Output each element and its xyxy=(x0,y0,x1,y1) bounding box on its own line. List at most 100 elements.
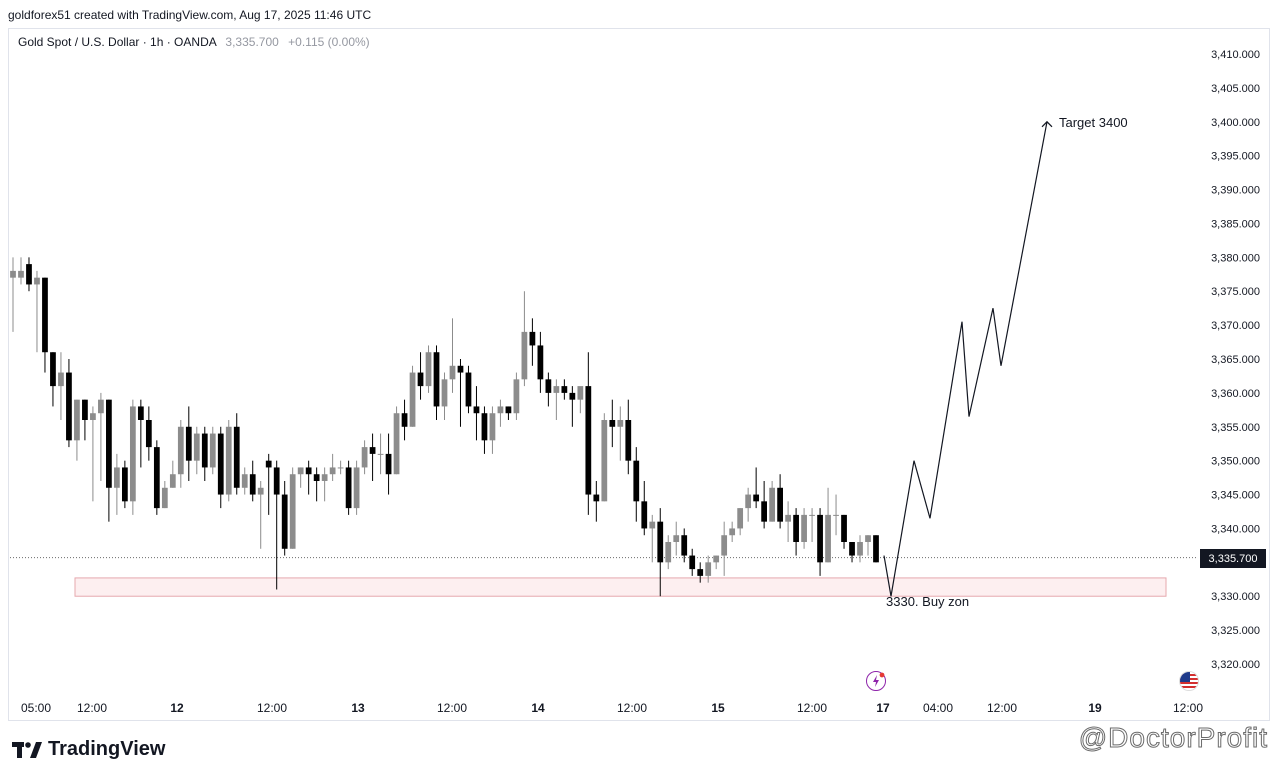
candle xyxy=(185,406,192,481)
x-tick-label: 12:00 xyxy=(797,701,827,715)
y-tick-label: 3,340.000 xyxy=(1211,523,1260,535)
candle-body xyxy=(401,413,408,427)
candle-body xyxy=(106,399,112,488)
candle-body xyxy=(393,413,400,475)
candle-body xyxy=(10,270,16,278)
y-tick-label: 3,350.000 xyxy=(1211,456,1260,468)
x-tick-label: 12:00 xyxy=(77,701,107,715)
candle xyxy=(481,406,488,454)
x-tick-label: 17 xyxy=(876,701,890,715)
candle xyxy=(233,413,240,495)
candle xyxy=(617,406,624,461)
candle xyxy=(417,352,424,400)
candle-body xyxy=(289,474,296,549)
candle xyxy=(90,406,96,502)
candle-body xyxy=(625,420,632,461)
tradingview-logo[interactable]: TradingView xyxy=(12,738,165,761)
candle-body xyxy=(369,447,376,454)
candle-body xyxy=(481,413,488,441)
buy-zone-rect xyxy=(74,577,1167,597)
candle xyxy=(801,508,807,549)
x-tick-label: 04:00 xyxy=(923,701,953,715)
candle xyxy=(545,372,552,407)
candle xyxy=(153,440,160,515)
candle xyxy=(425,345,432,393)
candle xyxy=(441,372,448,420)
candle-body xyxy=(553,386,560,393)
candle xyxy=(401,399,408,441)
candle-body xyxy=(137,406,144,420)
candle-body xyxy=(273,467,280,495)
candle-body xyxy=(433,352,440,407)
candle xyxy=(74,399,80,461)
candle xyxy=(865,535,871,556)
candle xyxy=(281,481,288,556)
target-arrowhead xyxy=(1041,120,1053,128)
candle-body xyxy=(377,453,384,455)
candle-body xyxy=(865,535,871,542)
candle xyxy=(377,433,384,475)
candle-body xyxy=(233,426,240,488)
candle xyxy=(249,460,256,502)
symbol-legend[interactable]: Gold Spot / U.S. Dollar · 1h · OANDA 3,3… xyxy=(18,35,370,49)
candle xyxy=(489,406,496,454)
candle-body xyxy=(281,494,288,549)
candle xyxy=(849,542,855,563)
candle xyxy=(114,453,120,515)
candle xyxy=(537,331,544,393)
candle-body xyxy=(353,467,360,509)
y-tick-label: 3,325.000 xyxy=(1211,625,1260,637)
candle-body xyxy=(769,487,775,522)
candle xyxy=(729,521,736,542)
candle-body xyxy=(185,426,192,461)
y-tick-label: 3,330.000 xyxy=(1211,591,1260,603)
candle-body xyxy=(665,542,672,563)
candle-body xyxy=(209,433,216,468)
candle xyxy=(697,562,704,583)
candle-body xyxy=(721,535,728,556)
candle-body xyxy=(809,514,815,516)
candle-body xyxy=(114,467,120,488)
candle xyxy=(513,372,520,420)
candle xyxy=(609,399,616,448)
y-tick-label: 3,400.000 xyxy=(1211,117,1260,129)
candle xyxy=(50,352,56,407)
candle xyxy=(817,508,823,576)
candle-body xyxy=(129,406,136,502)
candle-body xyxy=(313,474,320,481)
candle-body xyxy=(761,501,768,522)
candle xyxy=(297,467,304,488)
candle-body xyxy=(825,514,831,563)
x-tick-label: 12:00 xyxy=(1173,701,1203,715)
candle xyxy=(497,399,504,427)
candle-body xyxy=(641,501,648,529)
candle-body xyxy=(169,474,176,488)
candle xyxy=(457,359,464,427)
candle xyxy=(82,399,88,441)
candle-body xyxy=(753,494,760,502)
candle-body xyxy=(473,406,480,414)
candle xyxy=(66,359,72,448)
projection-path xyxy=(883,121,1048,597)
us-flag-icon[interactable] xyxy=(1179,671,1199,691)
candle xyxy=(329,453,336,481)
candle-body xyxy=(297,467,304,475)
candle-body xyxy=(817,514,823,563)
lightning-icon[interactable] xyxy=(866,671,886,691)
candle-body xyxy=(425,352,432,387)
candle xyxy=(273,460,280,590)
candle-body xyxy=(225,426,232,495)
candle xyxy=(649,514,656,563)
candle xyxy=(721,521,728,576)
candle xyxy=(393,406,400,475)
x-tick-label: 13 xyxy=(351,701,365,715)
candle-body xyxy=(58,372,64,387)
candle xyxy=(26,257,32,292)
candle xyxy=(713,555,720,570)
watermark-text: @DoctorProfit xyxy=(1078,722,1268,754)
candle xyxy=(873,535,879,563)
candle xyxy=(169,460,176,488)
candle xyxy=(42,277,48,373)
x-tick-label: 12:00 xyxy=(257,701,287,715)
